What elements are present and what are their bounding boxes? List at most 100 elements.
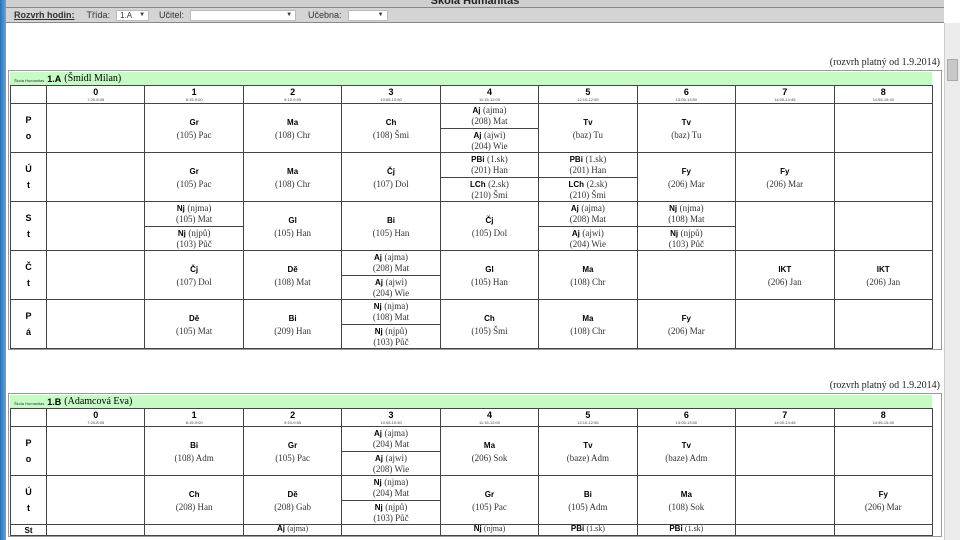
lesson[interactable]: Gr (105) Pac: [441, 488, 538, 513]
lesson[interactable]: LCh (2.sk) (210) Šmi: [539, 177, 637, 201]
lesson[interactable]: Dě (108) Mat: [244, 263, 341, 288]
lesson[interactable]: Nj (njma): [441, 525, 538, 533]
lesson-cell[interactable]: Ma (108) Chr: [538, 299, 638, 349]
lesson[interactable]: Tv (baz) Tu: [638, 116, 735, 141]
lesson-cell[interactable]: Aj (ajma) (208) Mat Aj (ajwi) (204) Wie: [439, 103, 540, 153]
lesson[interactable]: Čj (107) Dol: [342, 165, 439, 190]
lesson-cell[interactable]: Gr (105) Pac: [439, 475, 540, 525]
lesson-cell[interactable]: Fy (206) Mar: [636, 152, 737, 202]
lesson-cell[interactable]: Aj (ajma) (208) Mat Aj (ajwi) (204) Wie: [341, 250, 441, 300]
room-select[interactable]: ▼: [347, 9, 388, 21]
lesson-cell[interactable]: Gr (105) Pac: [242, 426, 343, 476]
vertical-scrollbar[interactable]: [944, 23, 960, 540]
lesson-cell[interactable]: Ch (105) Šmi: [439, 299, 540, 349]
lesson-cell[interactable]: PBi (1.sk): [538, 524, 638, 536]
lesson-cell[interactable]: Tv (baz) Tu: [538, 103, 638, 153]
lesson[interactable]: Nj (njpů) (103) Půč: [637, 226, 736, 250]
lesson[interactable]: Bi (105) Adm: [539, 488, 636, 513]
lesson[interactable]: Bi (105) Han: [342, 214, 439, 239]
lesson[interactable]: Nj (njma) (204) Mat: [342, 476, 439, 500]
lesson[interactable]: Gr (105) Pac: [244, 439, 341, 464]
lesson[interactable]: PBi (1.sk) (201) Han: [441, 153, 538, 177]
lesson[interactable]: Aj (ajwi) (204) Wie: [342, 275, 440, 299]
class-select[interactable]: 1.A ▼: [116, 9, 150, 21]
lesson-cell[interactable]: Ma (108) Chr: [242, 152, 343, 202]
lesson-cell[interactable]: Čj (105) Dol: [439, 201, 540, 251]
lesson-cell[interactable]: Aj (ajma): [242, 524, 343, 536]
lesson[interactable]: Aj (ajma): [244, 525, 341, 533]
lesson-cell[interactable]: Ch (108) Šmi: [341, 103, 441, 153]
lesson[interactable]: Aj (ajwi) (208) Wie: [342, 451, 440, 475]
lesson-cell[interactable]: Ma (108) Chr: [242, 103, 343, 153]
lesson-cell[interactable]: Bi (105) Han: [341, 201, 441, 251]
lesson-cell[interactable]: Bi (209) Han: [242, 299, 343, 349]
lesson-cell[interactable]: Ma (108) Chr: [538, 250, 638, 300]
lesson-cell[interactable]: Čj (107) Dol: [144, 250, 244, 300]
lesson[interactable]: Aj (ajma) (208) Mat: [342, 251, 439, 275]
lesson[interactable]: Gl (105) Han: [244, 214, 341, 239]
lesson[interactable]: Tv (baze) Adm: [638, 439, 735, 464]
lesson-cell[interactable]: Dě (108) Mat: [242, 250, 343, 300]
scrollbar-thumb[interactable]: [947, 59, 958, 81]
lesson[interactable]: Ch (105) Šmi: [441, 312, 538, 337]
lesson-cell[interactable]: Gr (105) Pac: [144, 152, 244, 202]
lesson[interactable]: Bi (108) Adm: [145, 439, 242, 464]
lesson[interactable]: Ch (208) Han: [145, 488, 242, 513]
lesson[interactable]: Ch (108) Šmi: [342, 116, 439, 141]
lesson-cell[interactable]: IKT (206) Jan: [735, 250, 835, 300]
lesson[interactable]: Fy (206) Mar: [736, 165, 833, 190]
lesson[interactable]: Aj (ajwi) (204) Wie: [539, 226, 637, 250]
lesson-cell[interactable]: Nj (njma) (105) Mat Nj (njpů) (103) Půč: [144, 201, 244, 251]
lesson-cell[interactable]: Gr (105) Pac: [144, 103, 244, 153]
lesson[interactable]: Dě (208) Gab: [244, 488, 341, 513]
lesson-cell[interactable]: Čj (107) Dol: [341, 152, 441, 202]
lesson[interactable]: Nj (njma) (108) Mat: [342, 300, 439, 324]
lesson[interactable]: Tv (baz) Tu: [539, 116, 636, 141]
lesson[interactable]: PBi (1.sk) (201) Han: [539, 153, 636, 177]
lesson[interactable]: Nj (njma) (108) Mat: [638, 202, 735, 226]
lesson-cell[interactable]: PBi (1.sk): [636, 524, 737, 536]
lesson[interactable]: Nj (njpů) (103) Půč: [145, 226, 243, 250]
lesson-cell[interactable]: Bi (105) Adm: [538, 475, 638, 525]
lesson-cell[interactable]: Gl (105) Han: [439, 250, 540, 300]
lesson[interactable]: Gl (105) Han: [441, 263, 538, 288]
lesson[interactable]: Ma (108) Chr: [244, 165, 341, 190]
lesson[interactable]: Fy (206) Mar: [835, 488, 933, 513]
lesson-cell[interactable]: Gl (105) Han: [242, 201, 343, 251]
lesson-cell[interactable]: Nj (njma) (108) Mat Nj (njpů) (103) Půč: [636, 201, 737, 251]
lesson-cell[interactable]: PBi (1.sk) (201) Han LCh (2.sk) (210) Šmi: [538, 152, 638, 202]
lesson-cell[interactable]: Dě (105) Mat: [144, 299, 244, 349]
lesson[interactable]: IKT (206) Jan: [736, 263, 833, 288]
lesson-cell[interactable]: Fy (206) Mar: [735, 152, 835, 202]
lesson-cell[interactable]: IKT (206) Jan: [833, 250, 933, 300]
lesson[interactable]: Ma (206) Sok: [441, 439, 538, 464]
timetable-link[interactable]: Rozvrh hodin:: [14, 10, 75, 20]
lesson-cell[interactable]: Bi (108) Adm: [144, 426, 244, 476]
lesson[interactable]: Aj (ajma) (204) Mat: [342, 427, 439, 451]
lesson[interactable]: Ma (108) Chr: [244, 116, 341, 141]
lesson-cell[interactable]: Tv (baze) Adm: [538, 426, 638, 476]
lesson[interactable]: Ma (108) Sok: [638, 488, 735, 513]
lesson-cell[interactable]: Aj (ajma) (204) Mat Aj (ajwi) (208) Wie: [341, 426, 441, 476]
lesson-cell[interactable]: Ma (206) Sok: [439, 426, 540, 476]
lesson-cell[interactable]: Aj (ajma) (208) Mat Aj (ajwi) (204) Wie: [538, 201, 638, 251]
lesson[interactable]: Čj (105) Dol: [441, 214, 538, 239]
lesson[interactable]: Fy (206) Mar: [638, 165, 735, 190]
lesson-cell[interactable]: Nj (njma) (204) Mat Nj (njpů) (103) Půč: [341, 475, 441, 525]
lesson[interactable]: IKT (206) Jan: [835, 263, 933, 288]
lesson-cell[interactable]: PBi (1.sk) (201) Han LCh (2.sk) (210) Šmi: [439, 152, 540, 202]
lesson[interactable]: Bi (209) Han: [244, 312, 341, 337]
lesson-cell[interactable]: Fy (206) Mar: [636, 299, 737, 349]
lesson[interactable]: Aj (ajma) (208) Mat: [539, 202, 636, 226]
lesson-cell[interactable]: Ma (108) Sok: [636, 475, 737, 525]
lesson[interactable]: Ma (108) Chr: [539, 312, 636, 337]
teacher-select[interactable]: ▼: [190, 9, 297, 21]
lesson[interactable]: Gr (105) Pac: [145, 165, 242, 190]
lesson[interactable]: PBi (1.sk): [539, 525, 636, 533]
lesson-cell[interactable]: Tv (baze) Adm: [636, 426, 737, 476]
lesson[interactable]: Nj (njma) (105) Mat: [145, 202, 242, 226]
lesson[interactable]: Dě (105) Mat: [145, 312, 242, 337]
lesson[interactable]: Tv (baze) Adm: [539, 439, 636, 464]
lesson[interactable]: LCh (2.sk) (210) Šmi: [440, 177, 539, 201]
lesson[interactable]: PBi (1.sk): [638, 525, 735, 533]
